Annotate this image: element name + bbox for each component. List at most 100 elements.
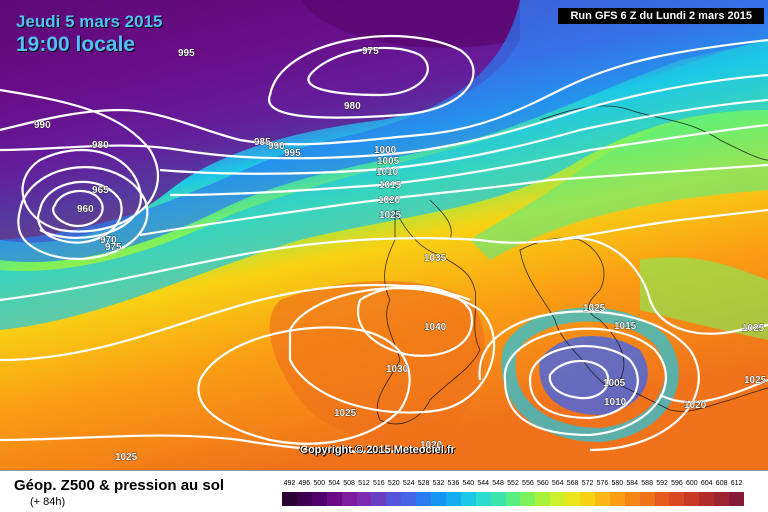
green-region [470,110,768,260]
color-scale-swatch [296,492,312,506]
color-scale-label: 528 [417,480,430,487]
color-scale-label: 560 [536,480,549,487]
color-scale-swatch [594,492,610,506]
color-scale-label: 512 [358,480,370,487]
isobar-label: 970 [100,235,117,246]
color-scale-label: 604 [700,480,713,487]
forecast-date: Jeudi 5 mars 2015 [16,12,163,31]
isobar-label: 1000 [374,145,397,156]
blue-region [0,0,768,262]
isobar-label: 1025 [744,375,767,386]
legend-title: Géop. Z500 & pression au sol [14,477,225,494]
coastlines [376,105,768,425]
color-scale-label: 588 [641,480,653,487]
color-scale-swatch [460,492,476,506]
color-scale-label: 592 [656,480,668,487]
isobar-label: 1020 [378,195,401,206]
isobar-label: 990 [34,120,51,131]
isobar-label: 990 [268,141,285,152]
color-scale-label: 596 [671,480,683,487]
color-scale-swatch [550,492,566,506]
isobar-label: 965 [92,185,109,196]
isobar-label: 1020 [420,440,443,451]
isobar-label: 995 [284,148,301,159]
color-scale-label: 564 [551,480,564,487]
color-scale-swatch [580,492,596,506]
isobar-label: 1040 [424,322,447,333]
color-scale-swatch [386,492,402,506]
color-scale-swatch [356,492,372,506]
color-scale-swatch [654,492,670,506]
isobar-label: 1015 [614,321,637,332]
color-scale-label: 544 [477,480,490,487]
legend-bar: Géop. Z500 & pression au sol (+ 84h) 492… [0,470,768,512]
color-scale-swatch [416,492,432,506]
color-scale-label: 608 [715,480,728,487]
color-scale-label: 532 [432,480,445,487]
color-scale-label: 500 [313,480,326,487]
color-scale-swatch [445,492,461,506]
isobar-label: 1025 [583,303,606,314]
forecast-time: 19:00 locale [16,33,136,56]
legend-subtitle: (+ 84h) [30,496,66,508]
color-scale-label: 536 [447,480,460,487]
isobar-labels: 995 975 990 980 980 985 990 995 1000 100… [34,46,767,464]
isobar-label: 1010 [376,167,399,178]
isobar-label: 1025 [334,408,357,419]
isobar-label: 1010 [604,397,627,408]
color-scale-swatch [520,492,536,506]
color-scale-swatch [505,492,521,506]
color-scale-label: 520 [387,480,400,487]
color-scale-swatch [371,492,387,506]
geopotential-map: 995 975 990 980 980 985 990 995 1000 100… [0,0,768,470]
color-scale-label: 580 [611,480,624,487]
color-scale-label: 496 [298,480,311,487]
isobar-label: 980 [92,140,109,151]
isobar-label: 980 [344,101,361,112]
color-scale-label: 600 [685,480,698,487]
isobar-label: 1025 [115,452,138,463]
isobar-label: 995 [178,48,195,59]
color-scale-swatch [639,492,655,506]
isobar-label: 1020 [684,400,707,411]
color-scale-swatch [669,492,685,506]
isobar-label: 985 [254,137,271,148]
color-scale-label: 584 [626,480,639,487]
isobar-lines [0,34,768,454]
color-scale-swatch [311,492,327,506]
color-scale-swatch [282,492,297,506]
isobar-label: 975 [105,242,122,253]
color-scale-swatch [714,492,730,506]
isobar-label: 1005 [603,378,626,389]
color-scale-label: 492 [283,480,296,487]
color-scale-swatch [609,492,625,506]
copyright-notice: Copyright © 2015 Meteociel.fr [300,444,455,456]
color-scale-swatch [490,492,506,506]
color-scale-label: 524 [402,480,415,487]
color-scale-swatch [729,492,745,506]
color-scale-label: 516 [373,480,385,487]
model-run-label: Run GFS 6 Z du Lundi 2 mars 2015 [558,8,764,24]
isobar-label: 1025 [379,210,402,221]
isobar-label: 1005 [377,156,400,167]
color-scale-label: 572 [581,480,594,487]
warm-region [269,281,485,440]
cyan-ring-italy [501,307,679,443]
color-scale-swatch [535,492,551,506]
color-scale-swatch [565,492,581,506]
isobar-label: 1030 [386,364,409,375]
isobar-label: 1015 [379,180,402,191]
color-scale-swatch [699,492,715,506]
color-scale-label: 540 [462,480,475,487]
color-scale-swatch [624,492,640,506]
isobar-label: 975 [362,46,379,57]
color-scale-label: 556 [522,480,534,487]
isobar-label: 960 [77,204,94,215]
color-scale-label: 552 [507,480,519,487]
isobar-label: 1025 [742,323,765,334]
color-scale-swatch [341,492,357,506]
color-scale-swatch [326,492,342,506]
color-scale-label: 548 [492,480,504,487]
color-scale-label: 568 [566,480,579,487]
